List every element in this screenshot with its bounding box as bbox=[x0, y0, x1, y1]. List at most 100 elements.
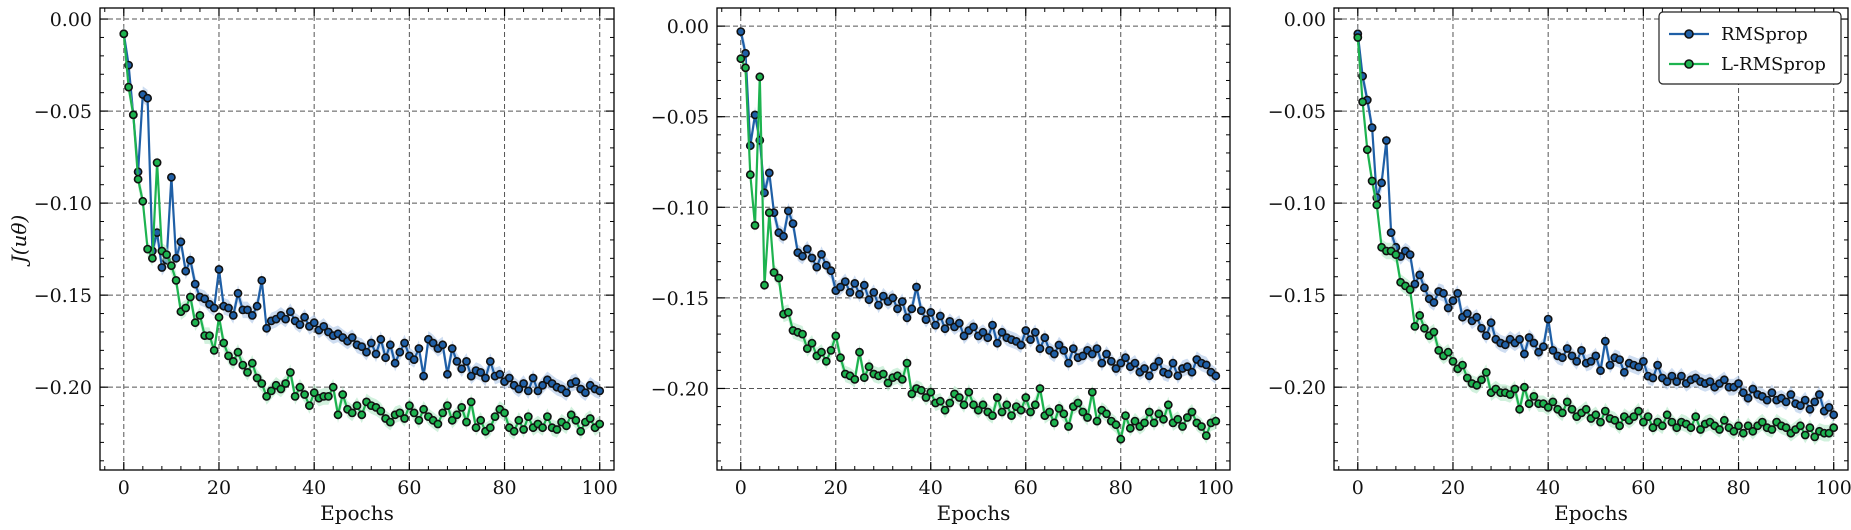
data-point bbox=[1472, 380, 1482, 390]
data-point bbox=[1002, 400, 1012, 410]
data-point bbox=[1738, 428, 1748, 438]
data-point bbox=[940, 324, 950, 334]
data-point bbox=[1810, 432, 1820, 442]
data-point bbox=[190, 318, 200, 328]
data-point bbox=[452, 356, 462, 366]
axes-frame bbox=[99, 7, 615, 471]
data-point bbox=[504, 373, 514, 383]
data-point bbox=[1040, 333, 1050, 343]
data-point bbox=[836, 282, 845, 292]
data-point bbox=[1734, 421, 1743, 431]
data-point bbox=[433, 419, 443, 429]
data-point bbox=[973, 405, 983, 415]
data-point bbox=[390, 358, 400, 368]
data-point bbox=[571, 377, 581, 386]
x-tick-label: 0 bbox=[1352, 477, 1364, 499]
data-point bbox=[774, 273, 784, 283]
data-point bbox=[219, 338, 229, 348]
data-point bbox=[1386, 228, 1396, 237]
data-point bbox=[1026, 335, 1035, 344]
data-point bbox=[228, 356, 238, 366]
data-point bbox=[1173, 414, 1183, 424]
plot-area bbox=[717, 8, 1230, 470]
x-tick-label: 80 bbox=[1726, 477, 1750, 499]
data-point bbox=[745, 141, 755, 151]
data-point bbox=[585, 414, 595, 423]
data-point bbox=[826, 345, 836, 355]
data-point bbox=[1572, 356, 1582, 366]
data-point bbox=[1705, 377, 1715, 386]
data-point bbox=[1016, 405, 1026, 415]
x-axis-label: Epochs bbox=[937, 501, 1011, 525]
data-point bbox=[840, 277, 850, 286]
data-point bbox=[1800, 430, 1810, 440]
y-tick-label: −0.10 bbox=[1268, 193, 1326, 215]
data-point bbox=[1106, 356, 1116, 366]
data-point bbox=[1144, 371, 1154, 381]
legend-label-2: L-RMSprop bbox=[1721, 54, 1826, 75]
data-point bbox=[1829, 423, 1839, 433]
data-point bbox=[1767, 425, 1777, 434]
data-point bbox=[935, 311, 945, 321]
data-point bbox=[285, 367, 295, 377]
data-point bbox=[357, 410, 367, 420]
data-point bbox=[1596, 417, 1605, 427]
y-tick-label: −0.05 bbox=[1268, 101, 1326, 123]
data-point bbox=[1734, 379, 1743, 388]
data-point bbox=[1743, 421, 1753, 431]
data-point bbox=[1087, 349, 1097, 359]
x-tick-label: 20 bbox=[207, 477, 231, 499]
series-markers-2 bbox=[1353, 33, 1839, 442]
data-point bbox=[571, 415, 581, 425]
data-point bbox=[1810, 397, 1820, 407]
data-point bbox=[228, 310, 238, 320]
data-point bbox=[821, 260, 831, 270]
y-tick-label: −0.10 bbox=[651, 197, 709, 219]
x-axis-label: Epochs bbox=[320, 501, 394, 525]
data-point bbox=[779, 231, 788, 241]
data-point bbox=[1016, 340, 1026, 350]
data-point bbox=[1078, 351, 1088, 361]
data-point bbox=[745, 170, 755, 180]
data-point bbox=[1021, 326, 1031, 335]
data-point bbox=[166, 261, 176, 271]
data-point bbox=[533, 386, 543, 396]
data-point bbox=[1615, 421, 1624, 431]
data-point bbox=[1026, 407, 1035, 417]
data-point bbox=[1434, 345, 1444, 355]
data-point bbox=[954, 318, 964, 328]
data-point bbox=[969, 400, 978, 410]
data-point bbox=[1520, 382, 1529, 392]
data-point bbox=[1719, 375, 1729, 385]
data-point bbox=[1068, 344, 1078, 353]
data-point bbox=[1662, 377, 1672, 386]
data-point bbox=[788, 219, 798, 228]
data-point bbox=[807, 338, 817, 348]
data-point bbox=[1824, 402, 1834, 412]
data-point bbox=[1125, 423, 1135, 433]
data-point bbox=[266, 386, 276, 396]
data-point bbox=[1567, 404, 1577, 414]
data-point bbox=[1462, 309, 1472, 318]
data-point bbox=[1116, 434, 1126, 444]
data-point bbox=[428, 338, 438, 348]
data-point bbox=[897, 297, 907, 306]
panel-3: 0 20 40 60 80 100 0.00 −0.05 −0.10 −0.15 −0.20 Epoc… bbox=[1268, 7, 1851, 525]
data-point bbox=[514, 384, 524, 394]
data-point bbox=[764, 208, 774, 218]
data-point bbox=[385, 340, 395, 350]
data-point bbox=[878, 291, 888, 301]
data-point bbox=[552, 425, 562, 434]
data-point bbox=[319, 321, 329, 331]
data-point bbox=[519, 425, 528, 434]
y-tick-label: −0.15 bbox=[1268, 285, 1326, 307]
x-tick-label: 20 bbox=[824, 477, 848, 499]
data-point bbox=[438, 340, 448, 350]
data-point bbox=[447, 415, 457, 425]
data-point bbox=[1524, 399, 1534, 409]
data-point bbox=[133, 174, 143, 184]
data-point bbox=[1648, 373, 1658, 383]
data-point bbox=[1443, 347, 1453, 357]
data-point bbox=[414, 415, 424, 425]
data-point bbox=[1581, 404, 1591, 414]
